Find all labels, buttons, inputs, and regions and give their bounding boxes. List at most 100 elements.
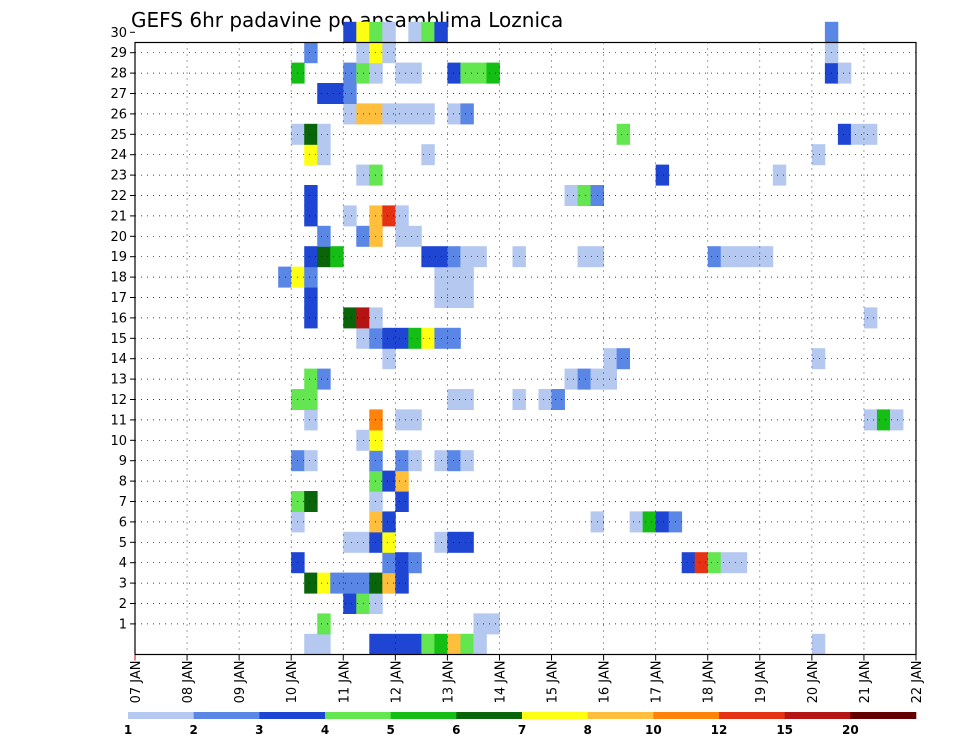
x-tick-label: 18 JAN [702, 661, 717, 704]
heatmap-cell [369, 531, 383, 553]
heatmap-cell [369, 103, 383, 125]
y-tick-label: 24 [110, 148, 127, 163]
heatmap-cell [330, 572, 344, 594]
heatmap-cell [369, 511, 383, 533]
y-tick-label: 12 [110, 393, 127, 408]
heatmap-cell [473, 633, 487, 655]
heatmap-cell [343, 83, 357, 104]
heatmap-cell [486, 613, 500, 635]
y-tick-label: 6 [119, 515, 127, 530]
heatmap-cell [278, 266, 292, 288]
heatmap-cell [876, 409, 891, 431]
x-tick-label: 11 JAN [337, 661, 352, 704]
heatmap-cell [382, 103, 396, 125]
y-tick-label: 10 [110, 434, 127, 449]
heatmap-cell [369, 572, 383, 594]
heatmap-cell [356, 327, 370, 349]
heatmap-cell [772, 164, 787, 186]
heatmap-cell [343, 103, 357, 125]
color-legend-label: 6 [452, 723, 460, 737]
heatmap-cell [577, 368, 591, 390]
color-legend-label: 12 [711, 723, 728, 737]
heatmap-cell [408, 62, 422, 84]
y-axis-ticks: 1234567891011121314151617181920212223242… [110, 26, 135, 632]
heatmap-cell [369, 307, 383, 329]
heatmap-cell [421, 246, 435, 268]
y-tick-label: 11 [110, 413, 127, 428]
heatmap-cell [395, 572, 409, 594]
heatmap-cell [356, 164, 370, 186]
heatmap-cell [395, 225, 409, 247]
heatmap-cell [824, 21, 839, 43]
y-tick-label: 14 [110, 352, 127, 367]
color-legend-label: 15 [776, 723, 793, 737]
heatmap-cell [460, 389, 474, 410]
heatmap-cell [408, 225, 422, 247]
heatmap-cell [447, 62, 461, 84]
heatmap-cell [304, 287, 318, 308]
x-tick-label: 13 JAN [441, 661, 456, 704]
heatmap-cell [356, 531, 370, 553]
y-tick-label: 15 [110, 332, 127, 347]
heatmap-cell [720, 552, 735, 574]
heatmap-cell [707, 552, 722, 574]
heatmap-cell [655, 511, 670, 533]
heatmap-cell [811, 144, 826, 166]
heatmap-cell [837, 62, 852, 84]
heatmap-cell [460, 450, 474, 472]
heatmap-cell [681, 552, 696, 574]
heatmap-cell [460, 633, 474, 655]
y-tick-label: 7 [119, 495, 127, 510]
heatmap-cell [382, 348, 396, 370]
y-tick-label: 20 [110, 230, 127, 245]
y-tick-label: 9 [119, 454, 127, 469]
heatmap-cell [369, 429, 383, 451]
heatmap-cell [356, 62, 370, 84]
y-tick-label: 13 [110, 373, 127, 388]
heatmap-cell [356, 225, 370, 247]
heatmap-cell [317, 83, 331, 104]
heatmap-cell [642, 511, 657, 533]
color-legend-swatch [128, 712, 194, 719]
heatmap-cell [720, 246, 735, 268]
heatmap-cell [629, 511, 644, 533]
color-legend-swatch [193, 712, 260, 719]
heatmap-cell [382, 327, 396, 349]
heatmap-cell [369, 42, 383, 64]
heatmap-cell [551, 389, 565, 410]
color-legend-swatch [719, 712, 785, 719]
x-tick-label: 20 JAN [806, 661, 821, 704]
y-tick-label: 22 [110, 189, 127, 204]
heatmap-cell [395, 327, 409, 349]
heatmap-cell [356, 42, 370, 64]
heatmap-cell [343, 21, 357, 43]
heatmap-cell [460, 103, 474, 125]
heatmap-cell [382, 470, 396, 492]
heatmap-cell [304, 205, 318, 227]
heatmap-cell [356, 429, 370, 451]
heatmap-cell [408, 633, 422, 655]
color-legend-swatch [784, 712, 851, 719]
heatmap-cell [304, 491, 318, 512]
heatmap-cell [369, 409, 383, 431]
heatmap-cell [863, 409, 878, 431]
heatmap-cell [434, 21, 448, 43]
heatmap-cell [473, 246, 487, 268]
heatmap-cell [369, 62, 383, 84]
heatmap-cell [460, 287, 474, 308]
heatmap-cell [343, 593, 357, 614]
heatmap-cell [317, 123, 331, 145]
heatmap-cell [447, 287, 461, 308]
color-legend-label: 8 [583, 723, 591, 737]
heatmap-cell [382, 572, 396, 594]
heatmap-cell [577, 246, 591, 268]
heatmap-cell [447, 450, 461, 472]
heatmap-cell [837, 123, 852, 145]
color-legend-label: 3 [255, 723, 263, 737]
color-legend-swatch [259, 712, 326, 719]
heatmap-cell [460, 531, 474, 553]
heatmap-cell [889, 409, 904, 431]
heatmap-cell [304, 246, 318, 268]
heatmap-cell [343, 572, 357, 594]
heatmap-cell [304, 368, 318, 390]
